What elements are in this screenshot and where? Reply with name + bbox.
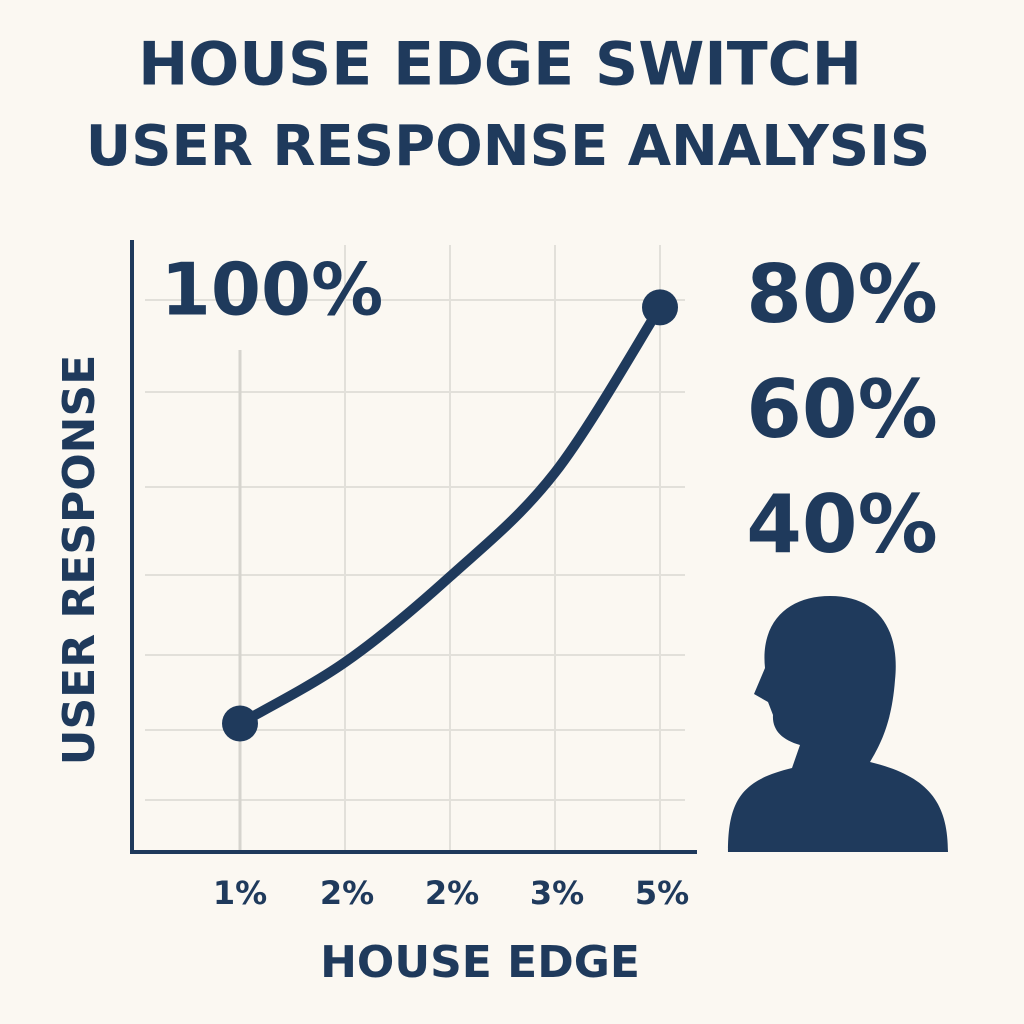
y-axis-label: USER RESPONSE: [54, 355, 105, 766]
x-axis-label: HOUSE EDGE: [320, 937, 640, 988]
x-tick-label: 2%: [425, 874, 479, 912]
annotation: 60%: [746, 363, 937, 456]
x-tick-label: 5%: [635, 874, 689, 912]
person-icon: [728, 596, 948, 852]
end-point: [642, 289, 678, 326]
x-tick-label: 3%: [530, 874, 584, 912]
x-tick-label: 1%: [213, 874, 267, 912]
chart-subtitle: USER RESPONSE ANALYSIS: [86, 114, 931, 179]
annotation: 80%: [746, 248, 937, 341]
end-point: [222, 705, 258, 742]
line: [235, 302, 665, 729]
annotation: 100%: [161, 248, 383, 332]
chart-title: HOUSE EDGE SWITCH: [138, 30, 862, 100]
annotation: 40%: [746, 478, 937, 571]
x-tick-label: 2%: [320, 874, 374, 912]
vertical-grid: [238, 245, 661, 852]
grid: [145, 299, 685, 801]
